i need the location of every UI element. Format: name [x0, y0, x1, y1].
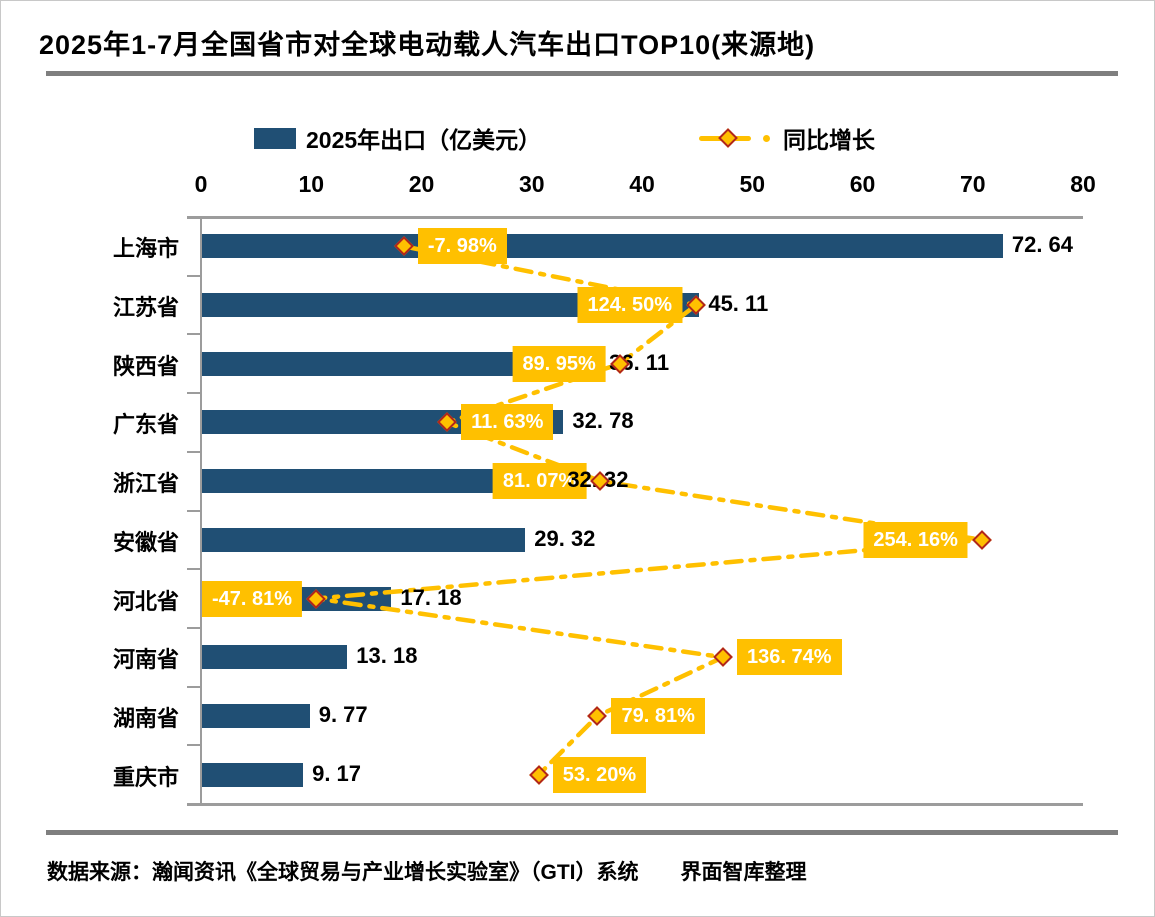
bar-value-label: 32. 78: [572, 408, 634, 434]
growth-label: 11. 63%: [461, 404, 554, 441]
bar-value-label: 45. 11: [708, 291, 769, 317]
x-tick-label: 30: [518, 171, 545, 197]
legend-item-growth: 同比增长: [699, 121, 875, 155]
line-diamond-icon: [699, 126, 773, 150]
growth-label: -7. 98%: [417, 228, 507, 265]
category-label: 安徽省: [112, 529, 179, 555]
growth-label: 254. 16%: [863, 521, 968, 558]
growth-label: -47. 81%: [202, 580, 303, 617]
axis-tick: [187, 568, 201, 571]
bar-value-label: 9. 17: [312, 760, 362, 786]
axis-tick: [187, 333, 201, 336]
legend-item-exports: 2025年出口（亿美元）: [254, 121, 541, 155]
growth-label: 79. 81%: [611, 697, 705, 734]
axis-tick: [187, 509, 201, 512]
growth-label: 124. 50%: [577, 287, 683, 324]
x-tick-label: 0: [194, 171, 208, 197]
bar: [202, 234, 1003, 259]
x-tick-label: 60: [849, 171, 876, 197]
x-tick-label: 20: [408, 171, 435, 197]
growth-diamond-icon: [587, 706, 608, 726]
axis-tick: [187, 626, 201, 629]
bar-value-label: 17. 18: [400, 584, 462, 610]
axis-tick: [187, 744, 201, 747]
axis-tick: [187, 216, 201, 218]
category-label: 陕西省: [112, 353, 179, 379]
bar-value-label: 72. 64: [1011, 232, 1074, 258]
growth-diamond-icon: [528, 764, 549, 785]
growth-connector-line: [313, 244, 985, 777]
axis-tick: [187, 450, 201, 453]
legend-exports-label: 2025年出口（亿美元）: [306, 127, 542, 153]
category-label: 浙江省: [112, 471, 179, 497]
category-label: 重庆市: [112, 764, 179, 790]
category-label: 广东省: [112, 412, 179, 438]
footer-divider: [46, 830, 1118, 835]
growth-label: 53. 20%: [552, 756, 647, 793]
axis-tick: [187, 392, 201, 395]
category-label: 河南省: [112, 647, 179, 673]
bar-value-label: 13. 18: [356, 643, 418, 669]
title-divider: [46, 71, 1118, 76]
category-label: 河北省: [112, 588, 179, 614]
chart-title: 2025年1-7月全国省市对全球电动载人汽车出口TOP10(来源地): [39, 30, 816, 60]
growth-label: 136. 74%: [737, 639, 842, 676]
legend-growth-label: 同比增长: [783, 127, 875, 153]
bar: [202, 527, 526, 552]
bar: [202, 703, 310, 728]
axis-tick: [187, 803, 201, 805]
x-tick-label: 50: [739, 171, 766, 197]
category-label: 江苏省: [112, 295, 179, 321]
category-label: 上海市: [112, 236, 179, 262]
source-note: 数据来源：瀚闻资讯《全球贸易与产业增长实验室》（GTI）系统 界面智库整理: [47, 861, 807, 884]
bar-swatch-icon: [254, 127, 296, 149]
bar: [202, 762, 304, 787]
x-tick-label: 70: [959, 171, 986, 197]
bar: [202, 645, 348, 670]
growth-diamond-icon: [713, 647, 733, 668]
plot-bottom-axis: [187, 803, 1083, 806]
bar-value-label: 9. 77: [318, 701, 368, 727]
category-label: 湖南省: [112, 705, 179, 731]
x-tick-label: 10: [298, 171, 325, 197]
growth-label: 89. 95%: [512, 345, 606, 382]
growth-diamond-icon: [972, 529, 992, 550]
axis-tick: [187, 685, 201, 688]
axis-tick: [187, 274, 201, 277]
x-tick-label: 80: [1070, 171, 1096, 197]
category-axis: [200, 217, 202, 804]
bar-value-label: 29. 32: [534, 525, 596, 551]
x-tick-label: 40: [629, 171, 655, 197]
plot-top-axis: [187, 216, 1083, 219]
